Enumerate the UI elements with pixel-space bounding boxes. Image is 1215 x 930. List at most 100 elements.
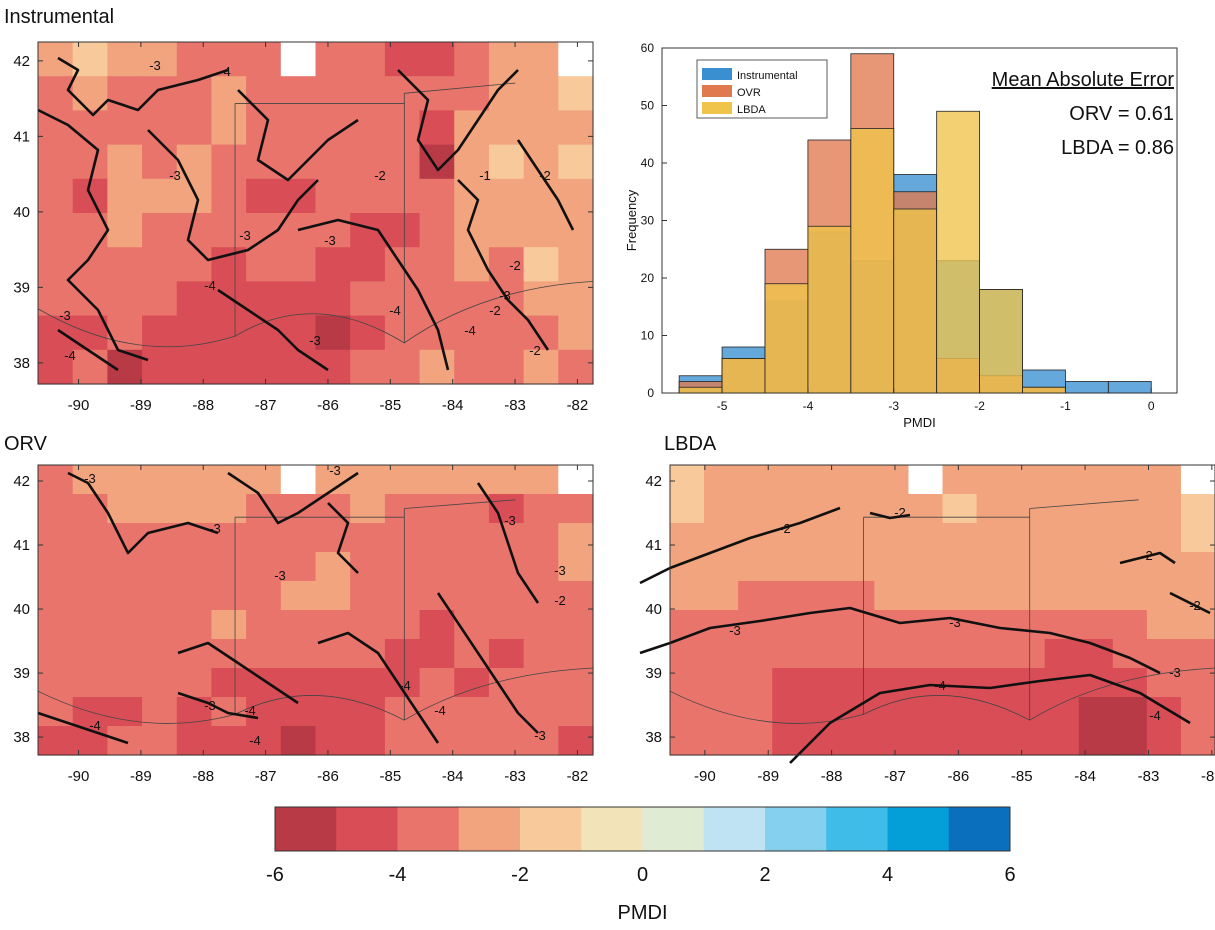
map-cell xyxy=(1112,465,1148,495)
map-cell xyxy=(1180,465,1215,495)
contour-label: -4 xyxy=(1149,708,1161,723)
x-tick-label: -90 xyxy=(68,397,90,414)
map-cell xyxy=(874,552,910,582)
map-cell xyxy=(1044,523,1080,553)
map-cell xyxy=(523,552,559,582)
map-cell xyxy=(211,144,247,180)
map-cell xyxy=(454,697,490,727)
x-tick-label: -82 xyxy=(1201,768,1215,785)
colorbar-swatch xyxy=(336,807,398,851)
map-cell xyxy=(280,610,317,640)
map-cell xyxy=(558,110,594,146)
x-tick-label: -85 xyxy=(1011,768,1033,785)
x-tick-label: -90 xyxy=(68,768,90,785)
map-cell xyxy=(942,668,978,698)
x-tick-label: -87 xyxy=(884,768,906,785)
map-cell xyxy=(523,581,559,611)
map-cell xyxy=(488,639,525,669)
map-cell xyxy=(806,552,841,582)
contour-label: -2 xyxy=(509,258,521,273)
map-grid xyxy=(38,42,594,385)
map-cell xyxy=(1146,726,1182,756)
hist-y-tick-label: 20 xyxy=(641,271,655,285)
contour-label: -4 xyxy=(249,733,261,748)
x-tick-label: -83 xyxy=(1138,768,1160,785)
contour-label: -4 xyxy=(244,703,256,718)
map-cell xyxy=(246,281,282,317)
histogram-bar xyxy=(979,289,1023,394)
map-cell xyxy=(107,281,143,317)
map-cell xyxy=(419,315,455,351)
contour-label: -3 xyxy=(534,728,546,743)
map-cell xyxy=(211,610,247,640)
map-cell xyxy=(1112,726,1148,756)
map-cell xyxy=(454,178,490,214)
map-cell xyxy=(176,178,213,214)
map-cell xyxy=(976,552,1012,582)
map-cell xyxy=(38,76,74,111)
map-cell xyxy=(454,552,490,582)
map-cell xyxy=(350,726,386,756)
map-cell xyxy=(38,581,74,611)
map-cell xyxy=(350,465,386,495)
colorbar-swatch xyxy=(520,807,582,851)
x-tick-label: -89 xyxy=(757,768,779,785)
x-tick-label: -87 xyxy=(255,397,277,414)
map-cell xyxy=(211,110,247,146)
map-cell xyxy=(350,42,386,77)
map-cell xyxy=(558,42,594,77)
contour-label: -1 xyxy=(479,168,491,183)
map-cell xyxy=(72,639,108,669)
map-cell xyxy=(246,247,282,282)
map-cell xyxy=(942,581,978,611)
map-cell xyxy=(384,281,421,317)
map-cell xyxy=(38,349,74,385)
map-cell xyxy=(211,726,247,756)
map-cell xyxy=(107,610,143,640)
contour-line xyxy=(476,482,540,604)
map-cell xyxy=(670,726,705,756)
y-tick-label: 39 xyxy=(13,665,30,682)
legend-swatch xyxy=(702,68,732,80)
contour-label: -2 xyxy=(1189,598,1201,613)
map-cell xyxy=(1044,552,1080,582)
map-cell xyxy=(419,610,455,640)
map-cell xyxy=(670,494,705,524)
map-cell xyxy=(558,144,594,180)
x-tick-label: -82 xyxy=(567,397,589,414)
map-cell xyxy=(1044,639,1080,669)
contour-label: -3 xyxy=(499,288,511,303)
map-cell xyxy=(1078,523,1114,553)
map-cell xyxy=(280,465,317,495)
map-cell xyxy=(704,668,739,698)
map-cell xyxy=(1010,523,1046,553)
contour-label: -3 xyxy=(949,615,961,630)
map-cell xyxy=(558,349,594,385)
map-cell xyxy=(558,726,594,756)
map-cell xyxy=(315,349,351,385)
map-cell xyxy=(558,610,594,640)
map-cell xyxy=(738,552,773,582)
map-cell xyxy=(419,494,455,524)
map-cell xyxy=(142,213,178,248)
map-cell xyxy=(280,697,317,727)
colorbar-tick-label: 2 xyxy=(759,864,770,886)
map-cell xyxy=(704,552,739,582)
map-cell xyxy=(908,610,944,640)
map-cell xyxy=(211,523,247,553)
map-cell xyxy=(350,639,386,669)
map-cell xyxy=(704,639,739,669)
map-cell xyxy=(704,726,739,756)
map-cell xyxy=(384,581,421,611)
map-cell xyxy=(1010,552,1046,582)
map-cell xyxy=(280,639,317,669)
map-cell xyxy=(176,552,213,582)
colorbar-swatch xyxy=(458,807,521,851)
histogram-chart: -5 -4 -3 -2 -1 0 0 10 20 30 40 50 60 PMDI Frequency Ins… xyxy=(624,41,1178,430)
map-cell xyxy=(488,726,525,756)
map-cell xyxy=(384,76,421,111)
map-cell xyxy=(38,281,74,317)
map-cell xyxy=(704,581,739,611)
hist-x-tick-label: -3 xyxy=(888,399,899,413)
contour-label: -3 xyxy=(204,698,216,713)
